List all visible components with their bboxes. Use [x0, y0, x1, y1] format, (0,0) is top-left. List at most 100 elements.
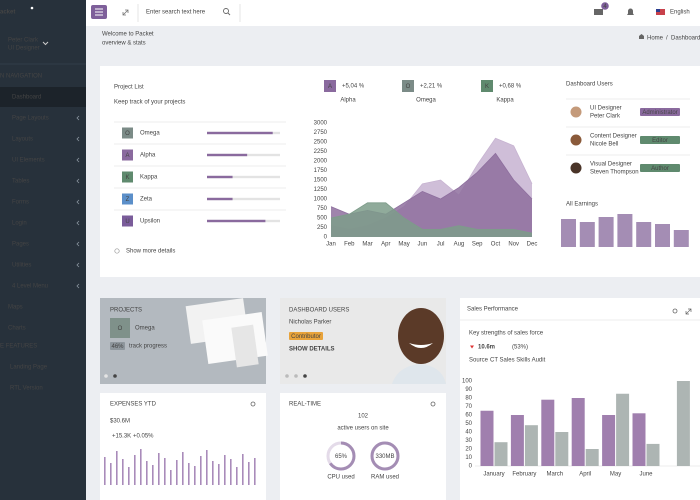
bar: [585, 449, 599, 466]
project-icon: [122, 171, 133, 183]
person-name: Nicholas Parker: [289, 320, 331, 326]
bar: [104, 457, 106, 485]
user-badge: [640, 136, 680, 144]
bar: [673, 230, 689, 247]
progress-pill-label: 46%: [111, 344, 124, 350]
y-tick-label: 0: [469, 464, 473, 470]
person-smile: [409, 343, 433, 348]
nav-item[interactable]: Utilities: [12, 263, 31, 269]
x-tick-label: Oct: [491, 242, 501, 248]
nav-item[interactable]: 4 Level Menu: [12, 284, 48, 290]
phone-screen: [231, 324, 259, 368]
user-avatar: [570, 106, 582, 118]
carousel-dot: [285, 374, 289, 378]
y-tick-label: 50: [465, 421, 472, 427]
person-badge: [289, 332, 323, 340]
progress-track: [207, 197, 280, 201]
y-tick-label: 750: [317, 206, 328, 212]
project-letter: U: [125, 219, 129, 225]
y-tick-label: 20: [465, 447, 472, 453]
bar: [164, 458, 166, 485]
mail-badge-count: 4: [603, 4, 607, 10]
progress-track: [207, 175, 280, 179]
card-label: EXPENSES YTD: [110, 402, 157, 408]
nav-chevron: [76, 220, 80, 226]
nav-item[interactable]: Landing Page: [10, 365, 48, 371]
y-tick-label: 30: [465, 438, 472, 444]
project-name: Zeta: [140, 197, 153, 203]
nav-item[interactable]: Charts: [8, 326, 26, 332]
x-tick-label: April: [579, 472, 591, 478]
area-line: [330, 202, 533, 234]
stat-name: Alpha: [340, 98, 356, 104]
user-badge-label: Administrator: [642, 110, 677, 116]
bar: [636, 222, 652, 247]
breadcrumb-item[interactable]: Home: [647, 36, 664, 42]
x-tick-label: Dec: [527, 242, 538, 248]
nav-item[interactable]: Layouts: [12, 137, 33, 143]
gauge-ring: [370, 441, 400, 471]
nav-item[interactable]: Forms: [12, 200, 29, 206]
user-avatar: [570, 134, 582, 146]
bar: [158, 453, 160, 485]
progress-bar: [207, 175, 233, 179]
card-label: REAL-TIME: [289, 402, 321, 408]
bar: [134, 455, 136, 485]
nav-item[interactable]: Maps: [8, 305, 23, 311]
bar: [152, 465, 154, 485]
nav-item[interactable]: Tables: [12, 179, 29, 185]
x-tick-label: Jun: [418, 242, 428, 248]
nav-item[interactable]: Login: [12, 221, 27, 227]
bar: [480, 410, 494, 466]
y-tick-label: 80: [465, 396, 472, 402]
y-tick-label: 60: [465, 413, 472, 419]
bar: [646, 443, 660, 466]
show-details-link[interactable]: SHOW DETAILS: [289, 347, 335, 353]
stat-name: Omega: [416, 98, 436, 104]
card-label: PROJECTS: [110, 308, 142, 314]
flag-icon: [656, 9, 665, 15]
y-tick-label: 1000: [314, 197, 328, 203]
y-tick-label: 70: [465, 404, 472, 410]
y-tick-label: 40: [465, 430, 472, 436]
nav-chevron: [76, 178, 80, 184]
person-badge-label: Contributor: [291, 334, 321, 340]
card-expand-icon: [685, 308, 692, 315]
stat-value: +0,68 %: [499, 84, 522, 90]
progress-bar: [207, 219, 266, 223]
carousel-dot: [104, 374, 108, 378]
bar: [140, 449, 142, 485]
y-tick-label: 0: [324, 235, 328, 241]
y-tick-label: 1250: [314, 187, 328, 193]
bar: [116, 451, 118, 485]
bar: [579, 222, 595, 247]
kpi-arrow: [470, 345, 474, 349]
y-tick-label: 2500: [314, 140, 328, 146]
nav-item[interactable]: UI Elements: [12, 158, 45, 164]
language[interactable]: English: [670, 10, 690, 16]
nav-item[interactable]: Dashboard: [12, 95, 41, 101]
user-name: Steven Thompson: [590, 170, 639, 176]
user-menu-caret: [42, 41, 49, 46]
breadcrumb-item: Dashboard: [671, 36, 700, 42]
bar: [561, 219, 576, 247]
stat-name: Kappa: [496, 98, 514, 104]
mail-icon[interactable]: [594, 9, 603, 15]
flag-canton: [656, 9, 660, 12]
stat-icon: [402, 80, 414, 92]
bar: [494, 442, 508, 466]
expand-icon: [122, 9, 129, 16]
search-input[interactable]: Enter search text here: [146, 10, 206, 16]
nav-item[interactable]: Pages: [12, 242, 29, 248]
user-name: Peter Clark: [8, 38, 39, 44]
expenses-value: $30.6M: [110, 419, 130, 425]
progress-text: track progress: [129, 344, 167, 350]
progress-pill: [110, 342, 125, 350]
nav-item[interactable]: Page Layouts: [12, 116, 49, 122]
nav-chevron: [76, 262, 80, 268]
progress-bar: [207, 153, 248, 157]
nav-item[interactable]: RTL Version: [10, 386, 43, 392]
show-more-link[interactable]: Show more details: [126, 249, 175, 255]
bar: [602, 415, 616, 466]
y-tick-label: 500: [317, 216, 328, 222]
